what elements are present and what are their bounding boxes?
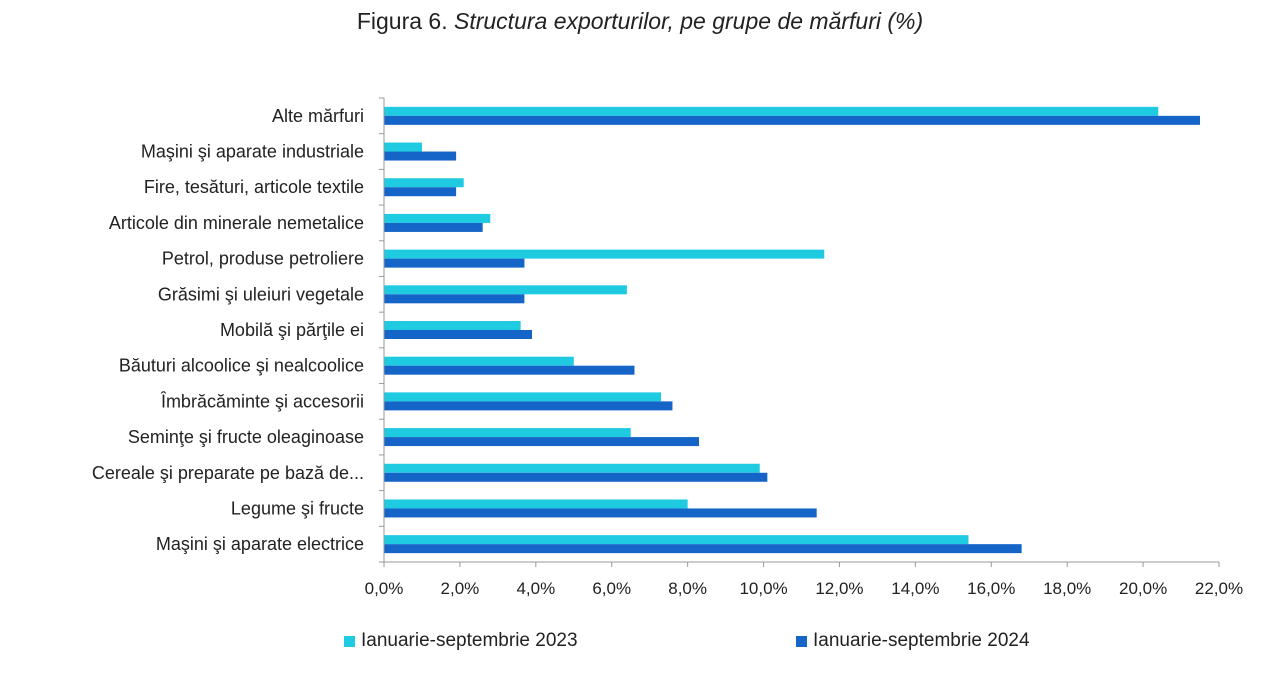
bar-2023-10 (384, 463, 760, 473)
bar-2023-1 (384, 142, 422, 152)
x-tick-label-8: 16,0% (967, 579, 1015, 598)
bar-2023-9 (384, 428, 631, 438)
category-label-4: Petrol, produse petroliere (162, 249, 364, 269)
x-tick-label-5: 10,0% (739, 579, 787, 598)
chart-title-prefix: Figura 6. (356, 8, 454, 34)
x-tick-label-4: 8,0% (668, 579, 707, 598)
category-label-6: Mobilă şi părţile ei (220, 320, 364, 340)
category-label-0: Alte mărfuri (272, 106, 364, 126)
category-label-11: Legume şi fructe (231, 498, 364, 518)
bar-2023-7 (384, 356, 574, 366)
legend-label-2023: Ianuarie-septembrie 2023 (361, 630, 578, 651)
bar-2024-1 (384, 151, 457, 161)
bar-2023-4 (384, 249, 825, 259)
bar-2024-11 (384, 508, 817, 518)
category-label-2: Fire, tesături, articole textile (144, 177, 364, 197)
bar-2024-5 (384, 294, 525, 304)
bar-2024-3 (384, 222, 483, 232)
bars-group (384, 106, 1201, 554)
bar-2023-6 (384, 321, 521, 330)
bar-2024-7 (384, 365, 635, 375)
x-tick-label-6: 12,0% (815, 579, 863, 598)
bar-2023-0 (384, 106, 1159, 116)
legend-swatch-2024 (796, 635, 807, 647)
legend-swatch-2023 (344, 635, 355, 647)
bar-2023-2 (384, 178, 464, 188)
labels-group: Alte mărfuri Maşini şi aparate industrial… (92, 106, 1243, 598)
bar-2024-10 (384, 472, 768, 482)
category-label-8: Îmbrăcăminte şi accesorii (160, 391, 364, 411)
axes-group (379, 97, 1220, 567)
chart-title: Figura 6. Structura exporturilor, pe gru… (0, 8, 1280, 35)
bar-2024-2 (384, 187, 457, 197)
category-label-1: Maşini şi aparate industriale (141, 142, 364, 162)
bar-2023-5 (384, 285, 627, 295)
bar-2024-12 (384, 544, 1022, 554)
category-label-5: Grăsimi şi uleiuri vegetale (158, 284, 364, 304)
category-label-10: Cereale şi preparate pe bază de... (92, 463, 364, 483)
bar-2024-6 (384, 330, 533, 339)
category-label-3: Articole din minerale nemetalice (109, 213, 364, 233)
bar-2023-8 (384, 392, 662, 402)
x-tick-label-0: 0,0% (365, 579, 404, 598)
bar-chart: Alte mărfuri Maşini şi aparate industrial… (92, 97, 1243, 598)
bar-2024-4 (384, 258, 525, 268)
x-tick-label-3: 6,0% (592, 579, 631, 598)
bar-2024-8 (384, 401, 673, 411)
x-tick-label-2: 4,0% (516, 579, 555, 598)
category-label-12: Maşini şi aparate electrice (156, 534, 364, 554)
legend-item-2024: Ianuarie-septembrie 2024 (796, 630, 1030, 652)
x-tick-label-10: 20,0% (1119, 579, 1167, 598)
bar-2023-12 (384, 535, 969, 545)
chart-title-italic: Structura exporturilor, pe grupe de mărf… (454, 8, 924, 34)
x-tick-label-1: 2,0% (441, 579, 480, 598)
legend-label-2024: Ianuarie-septembrie 2024 (813, 630, 1030, 651)
bar-2023-11 (384, 499, 688, 509)
x-tick-label-9: 18,0% (1043, 579, 1091, 598)
category-label-9: Seminţe şi fructe oleaginoase (128, 427, 364, 447)
x-tick-label-7: 14,0% (891, 579, 939, 598)
x-tick-label-11: 22,0% (1195, 579, 1243, 598)
bar-2023-3 (384, 213, 491, 223)
legend-item-2023: Ianuarie-septembrie 2023 (344, 630, 578, 652)
category-label-7: Băuturi alcoolice şi nealcoolice (119, 356, 364, 376)
bar-2024-0 (384, 115, 1201, 125)
bar-2024-9 (384, 437, 700, 447)
